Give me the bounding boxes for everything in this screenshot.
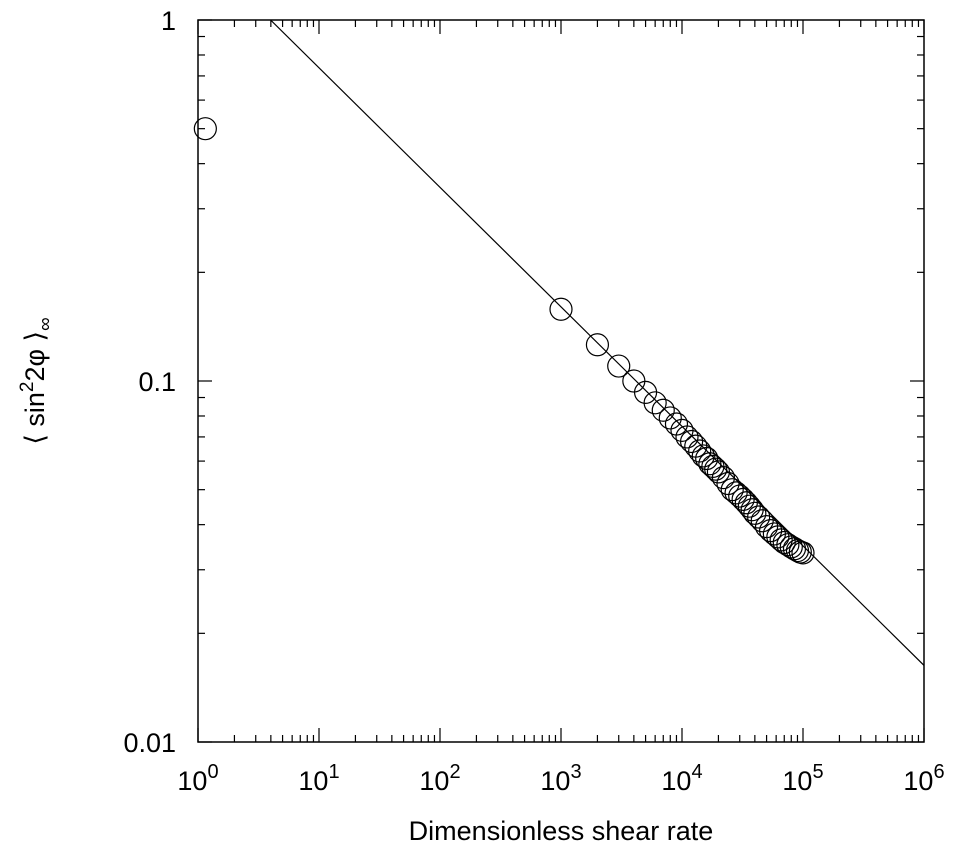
data-point bbox=[622, 369, 646, 393]
x-tick-label: 104 bbox=[661, 761, 702, 796]
data-point bbox=[750, 509, 774, 533]
x-tick-label-base: 10 bbox=[661, 766, 691, 796]
plot-frame bbox=[197, 19, 925, 743]
data-point bbox=[698, 452, 722, 476]
data-point bbox=[651, 398, 675, 422]
x-axis-title: Dimensionless shear rate bbox=[409, 816, 714, 846]
data-point bbox=[585, 333, 610, 357]
data-point bbox=[785, 538, 810, 563]
fit-line-group bbox=[270, 20, 924, 666]
y-axis-title-mid: 2φ ⟩ bbox=[20, 331, 50, 382]
data-point bbox=[675, 425, 699, 449]
x-tick-label-exp: 2 bbox=[449, 761, 460, 783]
x-tick-label: 101 bbox=[298, 761, 339, 796]
x-tick-label: 103 bbox=[540, 761, 581, 796]
data-point bbox=[743, 501, 767, 525]
x-tick-label-base: 10 bbox=[177, 766, 207, 796]
data-point bbox=[684, 434, 708, 458]
data-point bbox=[688, 439, 712, 463]
fit-line bbox=[270, 20, 924, 666]
data-point bbox=[664, 412, 689, 436]
x-tick-label-base: 10 bbox=[419, 766, 449, 796]
data-point bbox=[724, 481, 748, 505]
x-tick-label-base: 10 bbox=[903, 766, 933, 796]
x-tick-label-exp: 4 bbox=[691, 761, 702, 783]
y-tick-label: 1 bbox=[161, 6, 176, 36]
y-axis-title-sub: ∞ bbox=[35, 317, 56, 331]
axis-ticks bbox=[197, 19, 925, 743]
x-tick-label-exp: 0 bbox=[207, 761, 218, 783]
data-point bbox=[706, 460, 731, 484]
y-axis-title-sup: 2 bbox=[17, 381, 38, 392]
x-tick-label: 105 bbox=[782, 761, 823, 796]
data-point bbox=[679, 429, 704, 454]
x-tick-label: 102 bbox=[419, 761, 460, 796]
data-point bbox=[716, 471, 740, 496]
data-point bbox=[643, 391, 667, 415]
x-tick-label: 100 bbox=[177, 761, 218, 796]
data-point bbox=[728, 484, 752, 508]
data-point bbox=[791, 541, 815, 565]
data-point bbox=[607, 354, 631, 378]
x-tick-label-exp: 3 bbox=[570, 761, 581, 783]
data-point bbox=[549, 297, 573, 321]
x-tick-label-exp: 5 bbox=[812, 761, 823, 783]
data-point bbox=[704, 457, 728, 481]
y-tick-label: 0.1 bbox=[138, 367, 176, 397]
y-axis-title: ⟨ sin22φ ⟩∞ bbox=[17, 317, 56, 444]
y-axis-title-open: ⟨ sin bbox=[20, 392, 50, 445]
data-point bbox=[193, 117, 217, 141]
x-tick-label-base: 10 bbox=[298, 766, 328, 796]
x-tick-label-base: 10 bbox=[540, 766, 570, 796]
x-tick-label-exp: 1 bbox=[328, 761, 339, 783]
x-tick-label: 106 bbox=[903, 761, 944, 796]
data-point bbox=[788, 540, 812, 564]
x-tick-label-base: 10 bbox=[782, 766, 812, 796]
x-tick-label-exp: 6 bbox=[933, 761, 944, 783]
data-point bbox=[711, 466, 736, 490]
y-tick-label: 0.01 bbox=[123, 728, 176, 758]
data-point bbox=[747, 505, 771, 529]
data-points-group bbox=[193, 117, 815, 565]
data-point bbox=[658, 406, 682, 430]
